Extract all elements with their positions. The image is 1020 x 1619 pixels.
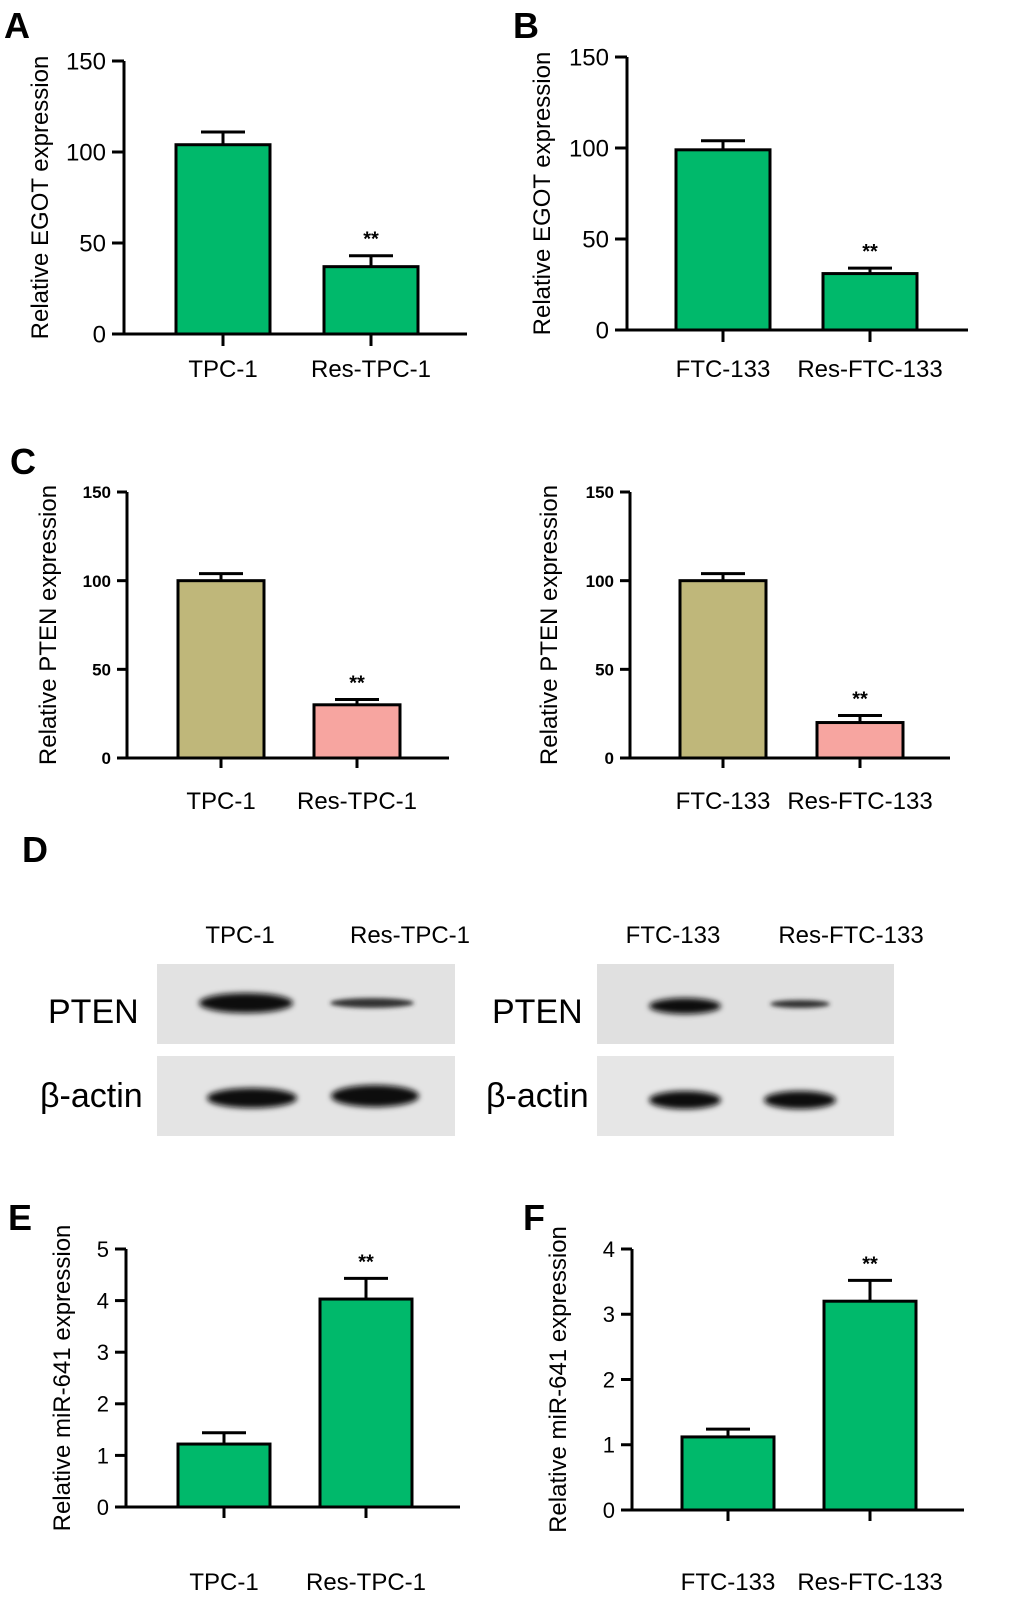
- panel-label-b: B: [513, 5, 539, 46]
- blot-lane-label: Res-FTC-133: [778, 922, 923, 949]
- bar: [680, 1435, 776, 1512]
- y-tick-label: 1: [97, 1443, 109, 1468]
- y-tick-label: 4: [603, 1237, 615, 1262]
- y-tick-label: 0: [97, 1495, 109, 1520]
- blot-band: [770, 1000, 830, 1008]
- y-tick-label: 100: [83, 572, 111, 591]
- blot-lane-label: FTC-133: [626, 922, 721, 949]
- y-tick-label: 0: [603, 1498, 615, 1523]
- y-tick-label: 150: [66, 49, 106, 76]
- y-tick-label: 50: [92, 660, 111, 679]
- x-tick-label: TPC-1: [189, 1569, 258, 1596]
- blot-membrane-pten: [597, 964, 894, 1044]
- significance-label: **: [349, 672, 365, 694]
- x-tick-label: TPC-1: [188, 356, 257, 383]
- blot-row-label-actin: β-actin: [40, 1077, 143, 1115]
- y-tick-label: 0: [596, 318, 609, 345]
- significance-label: **: [852, 688, 868, 710]
- chart-c-pten-ftc: 0 50 100 150 Relative PTEN expression FTC-133…: [536, 483, 950, 815]
- panel-label-e: E: [8, 1197, 32, 1238]
- y-axis-label: Relative EGOT expression: [529, 52, 556, 336]
- y-tick-label: 0: [102, 749, 111, 768]
- y-tick-label: 150: [83, 483, 111, 502]
- blot-band: [649, 998, 721, 1014]
- y-axis-label: Relative PTEN expression: [536, 485, 563, 765]
- bar: [322, 265, 420, 336]
- chart-f-mir641-ftc: 0 1 2 3 4 Relative miR-641 expression FTC-133 R…: [545, 1226, 964, 1596]
- blot-membrane-actin: [597, 1056, 894, 1136]
- y-tick-label: 0: [93, 322, 106, 349]
- panel-label-d: D: [22, 829, 48, 870]
- y-axis-label: Relative PTEN expression: [35, 485, 62, 765]
- y-tick-label: 0: [605, 749, 614, 768]
- blot-band: [649, 1091, 721, 1109]
- y-tick-label: 5: [97, 1237, 109, 1262]
- y-tick-label: 50: [595, 660, 614, 679]
- bar: [815, 721, 905, 760]
- chart-e-mir641-tpc: 0 1 2 3 4 5 Relative miR-641 expression TPC-1 Re…: [49, 1225, 460, 1596]
- x-tick-label: Res-FTC-133: [787, 788, 932, 815]
- y-tick-label: 100: [569, 136, 609, 163]
- panel-label-c: C: [10, 441, 36, 482]
- x-tick-label: FTC-133: [676, 788, 771, 815]
- y-tick-label: 150: [569, 45, 609, 72]
- panel-label-a: A: [4, 5, 30, 46]
- bar: [312, 703, 402, 760]
- y-tick-label: 50: [79, 231, 106, 258]
- chart-a-egot-tpc: 0 50 100 150 Relative EGOT expression TPC-1 Re…: [27, 49, 467, 383]
- y-tick-label: 150: [586, 483, 614, 502]
- significance-label: **: [862, 241, 878, 263]
- x-tick-label: FTC-133: [676, 356, 771, 383]
- blot-band: [207, 1088, 297, 1108]
- x-tick-label: Res-TPC-1: [306, 1569, 426, 1596]
- x-tick-label: FTC-133: [681, 1569, 776, 1596]
- x-tick-label: Res-FTC-133: [797, 1569, 942, 1596]
- significance-label: **: [862, 1253, 878, 1275]
- y-axis-label: Relative EGOT expression: [27, 56, 54, 340]
- x-tick-label: Res-FTC-133: [797, 356, 942, 383]
- y-tick-label: 50: [582, 227, 609, 254]
- y-tick-label: 4: [97, 1289, 109, 1314]
- y-tick-label: 3: [97, 1340, 109, 1365]
- blot-row-label-actin: β-actin: [486, 1077, 589, 1115]
- chart-b-egot-ftc: 0 50 100 150 Relative EGOT expression FTC-133…: [529, 45, 968, 383]
- significance-label: **: [363, 229, 379, 251]
- bar: [174, 143, 272, 336]
- y-axis-label: Relative miR-641 expression: [545, 1226, 572, 1533]
- blot-band: [330, 998, 414, 1008]
- blot-band: [199, 993, 293, 1013]
- y-tick-label: 2: [97, 1392, 109, 1417]
- bar: [821, 272, 919, 332]
- y-tick-label: 100: [66, 140, 106, 167]
- blot-band: [764, 1091, 836, 1109]
- panel-label-f: F: [523, 1197, 545, 1238]
- blot-row-label-pten: PTEN: [48, 993, 139, 1031]
- bar: [822, 1299, 918, 1512]
- y-axis-label: Relative miR-641 expression: [49, 1225, 76, 1532]
- western-blot-left: TPC-1 Res-TPC-1 PTEN β-actin: [40, 922, 470, 1136]
- y-tick-label: 1: [603, 1433, 615, 1458]
- x-tick-label: Res-TPC-1: [311, 356, 431, 383]
- y-tick-label: 100: [586, 572, 614, 591]
- bar: [318, 1297, 414, 1509]
- bar: [176, 579, 266, 760]
- western-blot-right: FTC-133 Res-FTC-133 PTEN β-actin: [486, 922, 924, 1136]
- chart-c-pten-tpc: 0 50 100 150 Relative PTEN expression TPC-1 Re…: [35, 483, 449, 815]
- blot-lane-label: Res-TPC-1: [350, 922, 470, 949]
- bar: [176, 1442, 272, 1509]
- y-tick-label: 2: [603, 1367, 615, 1392]
- blot-band: [331, 1085, 419, 1107]
- y-tick-label: 3: [603, 1302, 615, 1327]
- blot-row-label-pten: PTEN: [492, 993, 583, 1031]
- blot-lane-label: TPC-1: [205, 922, 274, 949]
- bar: [678, 579, 768, 760]
- bar: [674, 148, 772, 332]
- significance-label: **: [358, 1251, 374, 1273]
- x-tick-label: TPC-1: [186, 788, 255, 815]
- x-tick-label: Res-TPC-1: [297, 788, 417, 815]
